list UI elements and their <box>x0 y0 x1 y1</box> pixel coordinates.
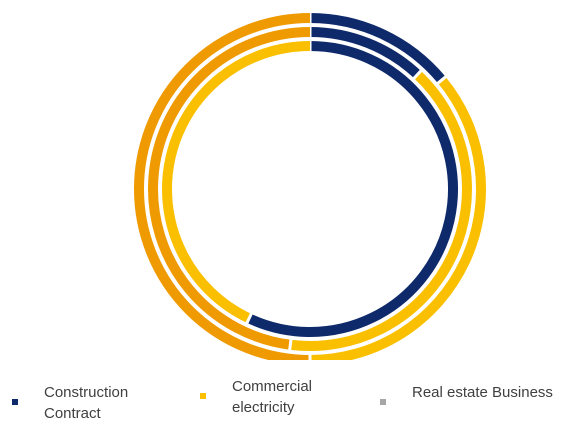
ring-1-slice-commercial <box>310 76 487 360</box>
ring-2-slice-real-estate <box>148 27 310 350</box>
legend-label: Commercial electricity <box>232 378 313 416</box>
legend-item-construction-contract: Construction Contract <box>12 382 182 424</box>
legend-label: Real estate Business <box>412 384 553 401</box>
ring-2-slice-construction <box>309 27 421 79</box>
donut-chart <box>133 12 487 360</box>
ring-2-separator <box>412 69 423 80</box>
legend-label: Construction Contract <box>44 384 129 422</box>
legend-item-real-estate-business: Real estate Business <box>380 382 585 405</box>
ring-1-slice-real-estate <box>133 13 311 360</box>
ring-3-slice-commercial <box>162 41 310 323</box>
ring-1-separator <box>436 75 448 85</box>
legend-item-commercial-electricity: Commercial electricity <box>200 376 370 418</box>
legend-swatch-construction <box>12 399 18 405</box>
legend-swatch-real-estate <box>380 399 386 405</box>
ring-3-slice-construction <box>247 41 458 337</box>
ring-2-separator <box>288 338 293 351</box>
ring-1-slice-construction <box>309 13 446 84</box>
ring-3-separator <box>245 312 254 325</box>
legend-swatch-commercial <box>200 393 206 399</box>
ring-2-slice-commercial <box>289 70 472 351</box>
